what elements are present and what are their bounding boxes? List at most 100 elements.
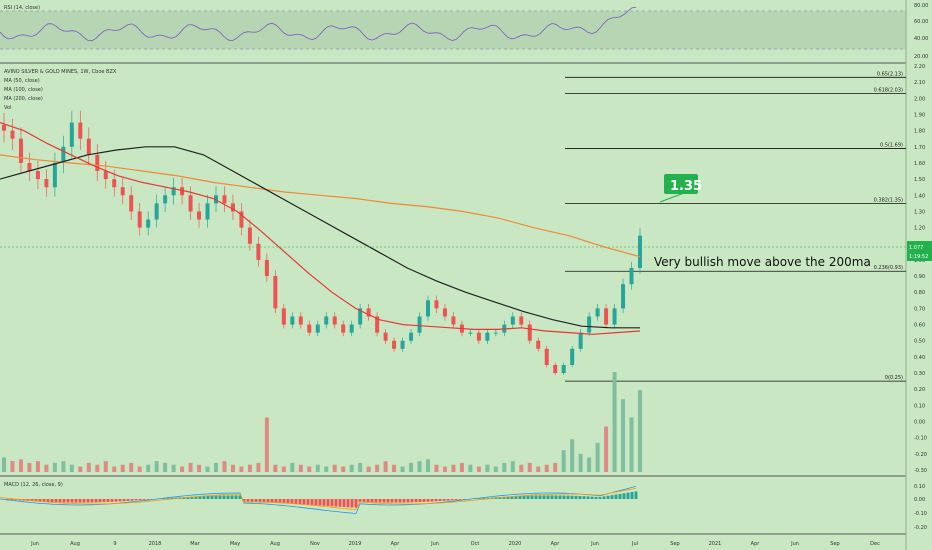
volume-bar — [400, 466, 405, 472]
price-tick: 1.70 — [914, 145, 925, 151]
macd-bar — [502, 496, 506, 499]
candle-body — [553, 364, 558, 374]
volume-bar — [341, 466, 346, 472]
volume-bar — [197, 464, 202, 472]
candle-body — [332, 316, 337, 325]
time-tick: Mar — [190, 541, 200, 547]
candle-body — [69, 122, 74, 147]
price-tick: 2.20 — [914, 64, 925, 70]
volume-bar — [298, 464, 303, 472]
time-tick: Jun — [590, 541, 599, 547]
candle-body — [10, 130, 15, 139]
candle-body — [281, 308, 286, 325]
volume-bar — [103, 461, 108, 472]
macd-tick: -0.20 — [914, 525, 927, 531]
macd-bar — [478, 498, 482, 499]
fib-label: 0(0.25) — [885, 375, 903, 381]
volume-bar — [629, 417, 634, 472]
volume-bar — [604, 426, 609, 472]
macd-bar — [602, 496, 606, 499]
macd-bar — [278, 499, 282, 503]
candle-body — [247, 227, 252, 244]
volume-bar — [561, 450, 566, 472]
macd-bar — [262, 499, 266, 502]
price-tick: 0.90 — [914, 274, 925, 280]
volume-bar — [78, 466, 83, 472]
time-tick: Apr — [391, 541, 401, 547]
macd-bar — [310, 499, 314, 505]
macd-bar — [98, 499, 102, 503]
macd-bar — [114, 499, 118, 502]
price-tick: 1.20 — [914, 226, 925, 232]
macd-bar — [618, 493, 622, 499]
macd-bar — [54, 499, 58, 503]
candle-body — [341, 324, 346, 333]
candle-body — [44, 179, 49, 188]
macd-bar — [374, 499, 378, 503]
candle-body — [570, 348, 575, 365]
candle-body — [180, 187, 185, 196]
price-tick: 0.20 — [914, 387, 925, 393]
volume-bar — [570, 439, 575, 472]
ma50-line — [0, 122, 641, 335]
rsi-tick: 40.00 — [914, 36, 928, 42]
volume-bar — [332, 464, 337, 472]
macd-bar — [570, 495, 574, 499]
volume-bar — [180, 466, 185, 472]
macd-bar — [118, 499, 122, 502]
legend-ma50: MA (50, close) — [4, 78, 40, 84]
candle-body — [18, 138, 23, 163]
time-axis: Jun Aug 9 2018 Mar May Aug Nov 2019 Apr Jun Oct 2020… — [30, 541, 880, 547]
candle-body — [61, 146, 66, 163]
volume-bar — [434, 464, 439, 472]
macd-bar — [574, 495, 578, 499]
candle-body — [154, 203, 159, 220]
macd-bar — [106, 499, 110, 502]
macd-bar — [318, 499, 322, 506]
volume-bar — [273, 464, 278, 472]
macd-bar — [370, 499, 374, 503]
macd-bar — [62, 499, 66, 503]
volume-bar — [536, 466, 541, 472]
macd-bar — [58, 499, 62, 503]
macd-bar — [90, 499, 94, 503]
time-tick: 2020 — [509, 541, 522, 547]
candle-body — [264, 259, 269, 277]
macd-tick: 0.10 — [914, 484, 925, 490]
volume-bar — [230, 464, 235, 472]
candle-body — [519, 316, 524, 325]
price-tag-timer: 1:19:52 — [909, 254, 928, 260]
volume-bar — [544, 464, 549, 472]
macd-bar — [166, 498, 170, 499]
candle-body — [315, 324, 320, 333]
candle-body — [468, 332, 473, 334]
macd-bar — [230, 495, 234, 499]
macd-bar — [590, 496, 594, 499]
time-tick: Jun — [30, 541, 39, 547]
price-tick: 0.70 — [914, 306, 925, 312]
volume-bar — [239, 466, 244, 472]
candle-body — [612, 308, 617, 325]
macd-bar — [390, 499, 394, 503]
volume-bar — [358, 462, 363, 472]
price-tick: 0.10 — [914, 403, 925, 409]
rsi-band — [0, 11, 906, 49]
macd-bar — [194, 496, 198, 499]
candle-body — [222, 195, 227, 204]
volume-bar — [638, 390, 642, 472]
fib-label: 0.236(0.93) — [874, 265, 903, 271]
macd-bar — [190, 496, 194, 499]
macd-bar — [398, 499, 402, 503]
candle-body — [604, 308, 609, 325]
macd-bar — [270, 499, 274, 503]
macd-bar — [170, 497, 174, 499]
volume-bar — [205, 466, 210, 472]
macd-bar — [422, 499, 426, 502]
macd-bar — [294, 499, 298, 504]
candle-body — [273, 276, 278, 309]
price-tick: 1.40 — [914, 193, 925, 199]
candle-body — [230, 203, 235, 212]
macd-bar — [186, 496, 190, 499]
ma100-line — [0, 146, 640, 329]
macd-bar — [30, 499, 34, 502]
